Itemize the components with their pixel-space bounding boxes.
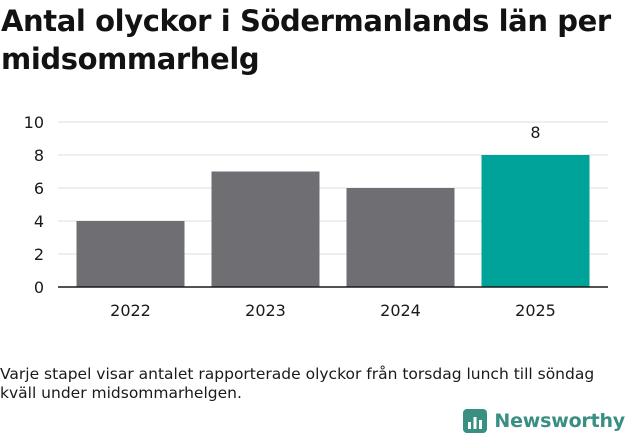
x-tick-label: 2025 bbox=[515, 301, 556, 320]
x-tick-label: 2024 bbox=[380, 301, 421, 320]
data-label: 8 bbox=[530, 123, 540, 142]
brand-name: Newsworthy bbox=[494, 410, 625, 432]
newsworthy-logo-icon bbox=[463, 409, 488, 433]
bar-2025 bbox=[481, 155, 590, 287]
y-tick-label: 6 bbox=[34, 179, 44, 198]
brand-logo: Newsworthy bbox=[462, 408, 625, 434]
data-labels: 8 bbox=[530, 123, 540, 142]
bar-chart: 0 2 4 6 8 10 8 2022 2023 2024 2025 bbox=[24, 113, 608, 320]
bar-2023 bbox=[211, 171, 320, 287]
bars bbox=[76, 155, 590, 287]
y-tick-label: 10 bbox=[24, 113, 44, 132]
chart-title: Antal olyckor i Södermanlands län per mi… bbox=[1, 4, 611, 76]
y-tick-label: 0 bbox=[34, 278, 44, 297]
x-tick-label: 2023 bbox=[245, 301, 286, 320]
bar-2024 bbox=[346, 188, 455, 287]
y-tick-label: 2 bbox=[34, 245, 44, 264]
y-tick-label: 8 bbox=[34, 146, 44, 165]
chart-caption: Varje stapel visar antalet rapporterade … bbox=[0, 365, 595, 402]
y-tick-label: 4 bbox=[34, 212, 44, 231]
x-tick-labels: 2022 2023 2024 2025 bbox=[110, 301, 556, 320]
bar-2022 bbox=[76, 221, 185, 287]
x-tick-label: 2022 bbox=[110, 301, 151, 320]
y-tick-labels: 0 2 4 6 8 10 bbox=[24, 113, 44, 297]
